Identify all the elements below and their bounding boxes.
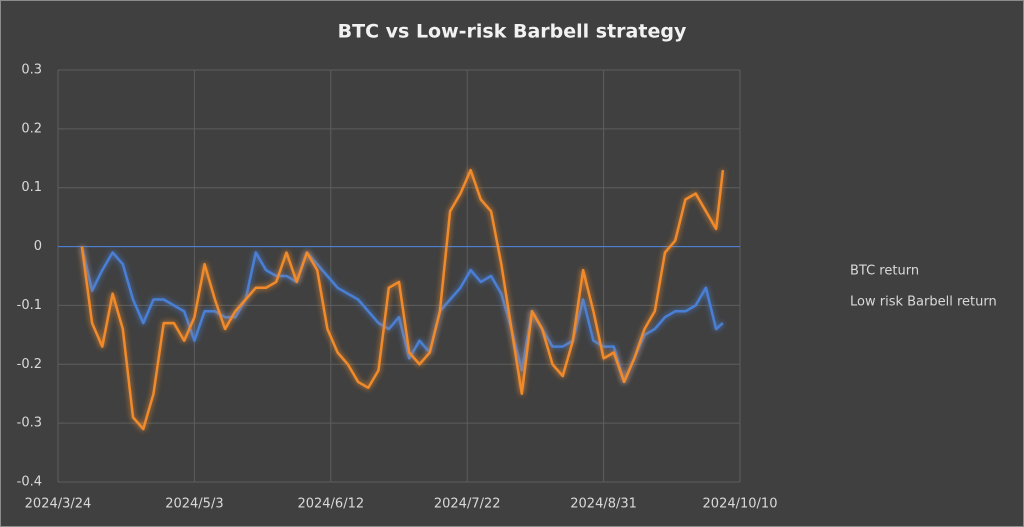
x-tick-label: 2024/5/3: [165, 497, 223, 512]
x-tick-label: 2024/7/22: [434, 497, 501, 512]
x-tick-label: 2024/3/24: [25, 497, 92, 512]
y-tick-label: 0: [34, 239, 42, 254]
y-tick-label: 0.3: [21, 63, 42, 78]
y-tick-label: 0.1: [21, 180, 42, 195]
y-tick-label: 0.2: [21, 121, 42, 136]
y-tick-label: -0.3: [17, 416, 42, 431]
plot-area: 0.3 0.2 0.1 0 -0.1 -0.2 -0.3 -0.4 2024/3/24 2024/…: [17, 63, 778, 512]
x-tick-label: 2024/8/31: [570, 497, 637, 512]
x-tick-label: 2024/6/12: [297, 497, 364, 512]
x-tick-label: 2024/10/10: [703, 497, 778, 512]
y-tick-label: -0.4: [17, 475, 42, 490]
y-tick-label: -0.2: [17, 357, 42, 372]
data-line: [80, 168, 725, 431]
chart-title: BTC vs Low-risk Barbell strategy: [338, 21, 687, 43]
y-tick-label: -0.1: [17, 298, 42, 313]
legend-label: BTC return: [850, 264, 919, 279]
legend-label: Low risk Barbell return: [850, 295, 997, 310]
